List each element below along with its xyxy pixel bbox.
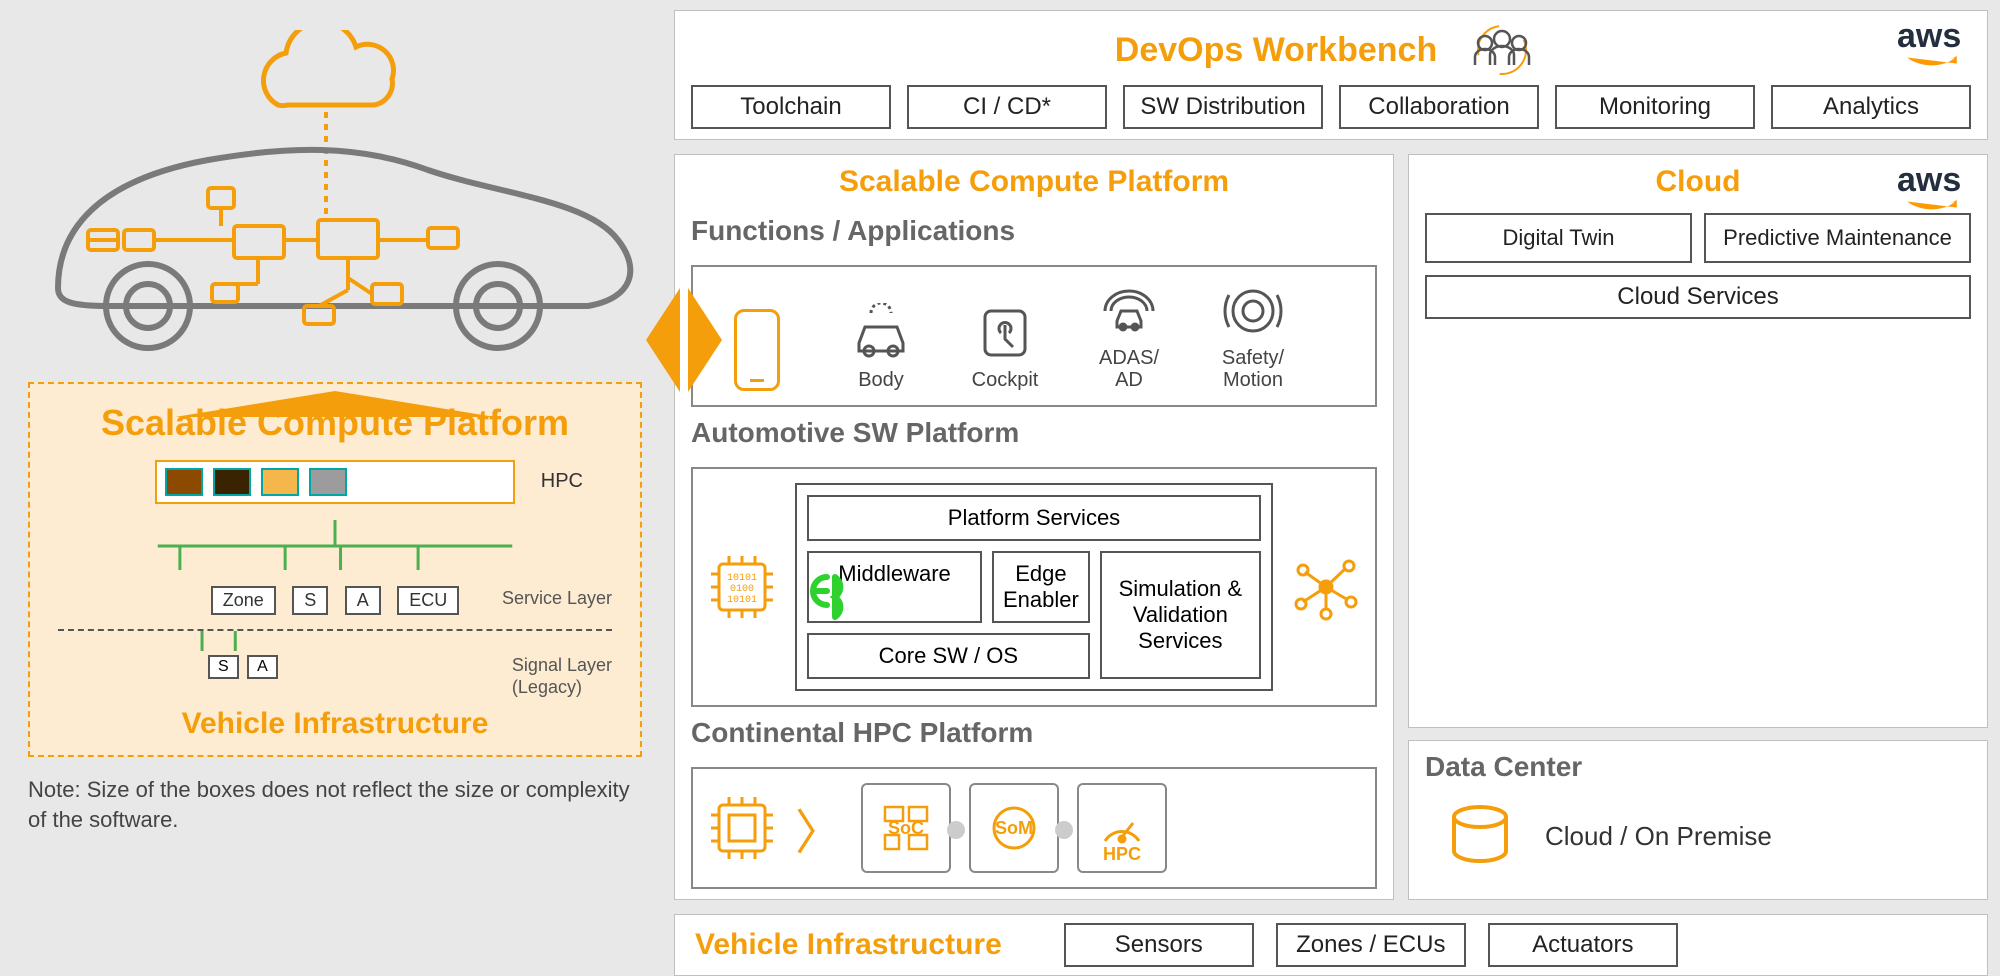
- datacenter-panel: Data Center Cloud / On Premise: [1408, 740, 1988, 900]
- core-sw-os: Core SW / OS: [807, 633, 1090, 679]
- car-icon: [851, 303, 911, 363]
- vi-sensors: Sensors: [1064, 923, 1254, 967]
- touch-icon: [975, 303, 1035, 363]
- svg-text:0100: 0100: [730, 584, 754, 595]
- sw-platform-panel: 10101 0100 10101 Platform Services: [691, 467, 1377, 707]
- chip-icon: 10101 0100 10101: [707, 552, 777, 622]
- vi-actuators: Actuators: [1488, 923, 1678, 967]
- cloud-title: Cloud: [1425, 165, 1971, 199]
- phone-icon: [734, 309, 780, 391]
- hpc-platform-panel: 〉 SoC SoM HPC: [691, 767, 1377, 889]
- devops-cicd: CI / CD*: [907, 85, 1107, 129]
- svc-zone: Zone: [211, 586, 276, 615]
- hpc-plat-title: Continental HPC Platform: [691, 717, 1377, 749]
- signal-layer-label: Signal Layer (Legacy): [512, 655, 612, 698]
- vehicle-illustration: [28, 30, 642, 370]
- devops-swdist: SW Distribution: [1123, 85, 1323, 129]
- func-cockpit: Cockpit: [955, 303, 1055, 391]
- hpc-som: SoM: [969, 783, 1059, 873]
- svc-a: A: [345, 586, 381, 615]
- service-layer-row: Zone S A ECU Service Layer: [58, 586, 612, 615]
- devops-monitor: Monitoring: [1555, 85, 1755, 129]
- vehicle-infra-footer: Vehicle Infrastructure Sensors Zones / E…: [674, 914, 1988, 976]
- sig-s: S: [208, 655, 239, 679]
- database-icon: [1445, 801, 1515, 871]
- sim-validation: Simulation & Validation Services: [1100, 551, 1261, 679]
- svg-text:10101: 10101: [727, 573, 757, 584]
- team-icon: [1457, 25, 1547, 75]
- cloud-digital-twin: Digital Twin: [1425, 213, 1692, 263]
- left-scp-panel: Scalable Compute Platform HPC: [28, 382, 642, 757]
- network-icon: [1291, 552, 1361, 622]
- devops-collab: Collaboration: [1339, 85, 1539, 129]
- left-vehicle-infra-title: Vehicle Infrastructure: [58, 707, 612, 741]
- triangle-accent: [175, 391, 495, 417]
- service-layer-label: Service Layer: [502, 588, 612, 609]
- svc-s: S: [292, 586, 328, 615]
- vi-footer-title: Vehicle Infrastructure: [695, 928, 1002, 962]
- hpc-label: HPC: [541, 470, 583, 493]
- adas-icon: [1099, 281, 1159, 341]
- scp-title: Scalable Compute Platform: [691, 165, 1377, 199]
- platform-services: Platform Services: [807, 495, 1261, 541]
- footnote: Note: Size of the boxes does not reflect…: [28, 775, 642, 834]
- func-phone: [707, 309, 807, 391]
- func-safety: Safety/ Motion: [1203, 281, 1303, 391]
- functions-panel: Body Cockpit ADAS/ AD: [691, 265, 1377, 407]
- eb-logo-icon: [801, 565, 861, 625]
- datacenter-body: Cloud / On Premise: [1545, 821, 1772, 852]
- svc-ecu: ECU: [397, 586, 459, 615]
- hpc-bar: HPC: [155, 460, 515, 504]
- edge-enabler: Edge Enabler: [992, 551, 1090, 623]
- chevron-right-icon: 〉: [795, 793, 843, 863]
- func-body: Body: [831, 303, 931, 391]
- cloud-pred-maint: Predictive Maintenance: [1704, 213, 1971, 263]
- vi-zones: Zones / ECUs: [1276, 923, 1466, 967]
- scp-panel: Scalable Compute Platform Functions / Ap…: [674, 154, 1394, 900]
- sig-a: A: [247, 655, 278, 679]
- svg-text:10101: 10101: [727, 595, 757, 606]
- hpc-hpc: HPC: [1077, 783, 1167, 873]
- datacenter-title: Data Center: [1425, 751, 1971, 783]
- sw-platform-title: Automotive SW Platform: [691, 417, 1377, 449]
- devops-panel: aws DevOps Workbench Toolchain CI / CD* …: [674, 10, 1988, 140]
- devops-title: DevOps Workbench: [1115, 31, 1437, 70]
- aws-logo-cloud: aws: [1897, 161, 1967, 212]
- devops-analytics: Analytics: [1771, 85, 1971, 129]
- functions-title: Functions / Applications: [691, 215, 1377, 247]
- signal-layer-row: S A Signal Layer (Legacy): [58, 655, 612, 695]
- cloud-panel: aws Cloud Digital Twin Predictive Mainte…: [1408, 154, 1988, 728]
- cpu-icon: [707, 793, 777, 863]
- brake-icon: [1223, 281, 1283, 341]
- cloud-services: Cloud Services: [1425, 275, 1971, 319]
- bidir-arrow-icon: [646, 280, 722, 400]
- devops-toolchain: Toolchain: [691, 85, 891, 129]
- aws-logo: aws: [1897, 17, 1967, 68]
- hpc-soc: SoC: [861, 783, 951, 873]
- devops-items: Toolchain CI / CD* SW Distribution Colla…: [691, 85, 1971, 129]
- func-adas: ADAS/ AD: [1079, 281, 1179, 391]
